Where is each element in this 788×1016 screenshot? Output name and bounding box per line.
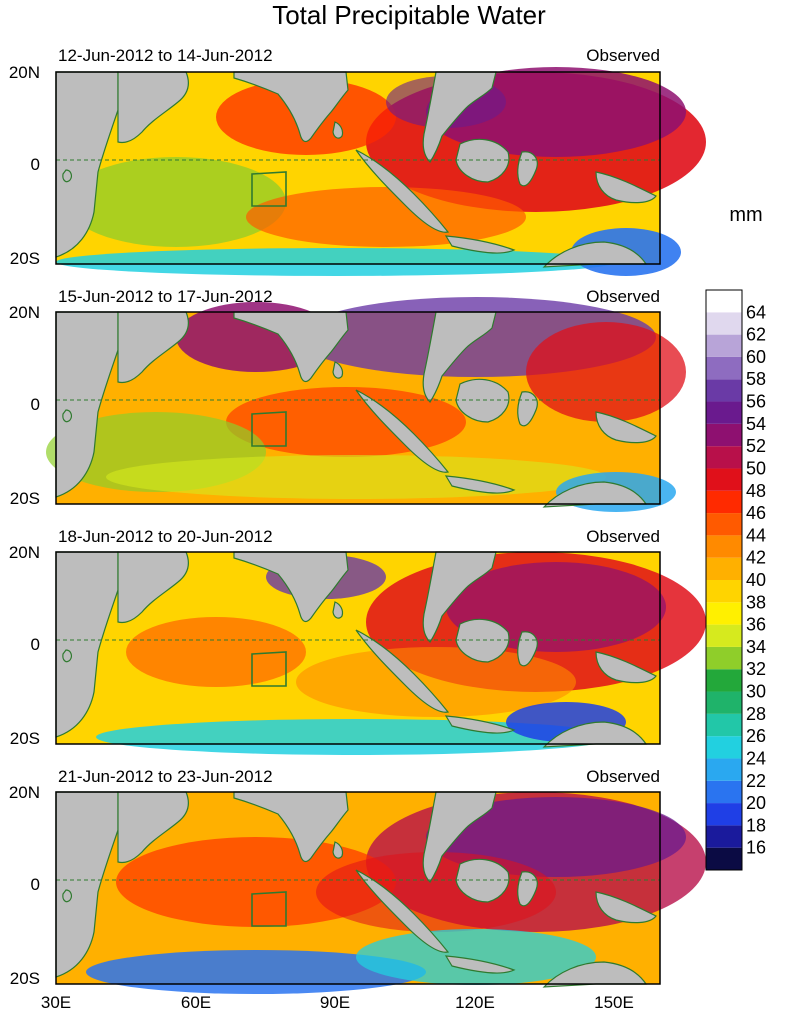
colorbar-swatch — [706, 602, 742, 625]
colorbar-swatch — [706, 758, 742, 781]
colorbar-label: 46 — [746, 503, 766, 523]
colorbar-swatch — [706, 446, 742, 469]
colorbar-label: 48 — [746, 481, 766, 501]
colorbar-swatch — [706, 713, 742, 737]
panel-3-ytick-20n: 20N — [9, 543, 40, 562]
colorbar-label: 44 — [746, 525, 766, 545]
colorbar-label: 26 — [746, 726, 766, 746]
colorbar-swatch — [706, 290, 742, 313]
panel-3-label: Observed — [586, 527, 660, 546]
colorbar-label: 30 — [746, 682, 766, 702]
colorbar-swatch — [706, 535, 742, 558]
colorbar-swatch — [706, 401, 742, 424]
colorbar-label: 42 — [746, 548, 766, 568]
colorbar-label: 64 — [746, 302, 766, 322]
panel-2-dates: 15-Jun-2012 to 17-Jun-2012 — [58, 287, 273, 306]
colorbar-swatch — [706, 780, 742, 804]
colorbar-label: 18 — [746, 815, 766, 835]
panel-1-ytick-0: 0 — [31, 155, 40, 174]
map-panel-1 — [55, 67, 706, 276]
xtick-30e: 30E — [41, 993, 71, 1012]
colorbar-label: 38 — [746, 592, 766, 612]
panel-2-ytick-0: 0 — [31, 395, 40, 414]
xtick-90e: 90E — [320, 993, 350, 1012]
colorbar-swatch — [706, 468, 742, 491]
colorbar-label: 16 — [746, 838, 766, 858]
colorbar-swatch — [706, 334, 742, 357]
panel-2-ytick-20n: 20N — [9, 303, 40, 322]
colorbar-swatch — [706, 736, 742, 759]
colorbar-swatch — [706, 379, 742, 402]
colorbar-label: 52 — [746, 436, 766, 456]
panel-1-dates: 12-Jun-2012 to 14-Jun-2012 — [58, 46, 273, 65]
colorbar-swatch — [706, 580, 742, 603]
xtick-60e: 60E — [181, 993, 211, 1012]
panel-4-label: Observed — [586, 767, 660, 786]
colorbar-label: 32 — [746, 659, 766, 679]
panel-1-ytick-20n: 20N — [9, 63, 40, 82]
panel-1-label: Observed — [586, 46, 660, 65]
panel-4-ytick-20n: 20N — [9, 783, 40, 802]
panel-3-ytick-20s: 20S — [10, 729, 40, 748]
colorbar — [705, 289, 743, 871]
colorbar-label: 36 — [746, 615, 766, 635]
xtick-150e: 150E — [594, 993, 634, 1012]
colorbar-label: 34 — [746, 637, 766, 657]
colorbar-label: 62 — [746, 325, 766, 345]
colorbar-units: mm — [729, 204, 762, 226]
colorbar-swatch — [706, 356, 742, 380]
map-panel-3 — [55, 551, 706, 755]
colorbar-label: 28 — [746, 704, 766, 724]
colorbar-label: 40 — [746, 570, 766, 590]
map-panel-2 — [46, 297, 686, 512]
panel-1-ytick-20s: 20S — [10, 249, 40, 268]
colorbar-swatch — [706, 825, 742, 848]
colorbar-swatch — [706, 557, 742, 580]
panel-4-ytick-0: 0 — [31, 875, 40, 894]
colorbar-label: 58 — [746, 369, 766, 389]
map-panel-4 — [55, 791, 706, 994]
colorbar-swatch — [706, 803, 742, 826]
colorbar-swatch — [706, 691, 742, 714]
colorbar-swatch — [706, 312, 742, 335]
colorbar-frame — [705, 289, 743, 871]
colorbar-label: 50 — [746, 458, 766, 478]
colorbar-swatch — [706, 513, 742, 536]
panel-4-ytick-20s: 20S — [10, 969, 40, 988]
colorbar-label: 56 — [746, 392, 766, 412]
colorbar-swatch — [706, 847, 742, 870]
panel-3-ytick-0: 0 — [31, 635, 40, 654]
colorbar-label: 24 — [746, 748, 766, 768]
panel-2-label: Observed — [586, 287, 660, 306]
colorbar-swatch — [706, 624, 742, 647]
xtick-120e: 120E — [455, 993, 495, 1012]
colorbar-swatch — [706, 669, 742, 692]
colorbar-label: 60 — [746, 347, 766, 367]
panel-3-dates: 18-Jun-2012 to 20-Jun-2012 — [58, 527, 273, 546]
colorbar-label: 20 — [746, 793, 766, 813]
colorbar-label: 22 — [746, 771, 766, 791]
colorbar-label: 54 — [746, 414, 766, 434]
colorbar-swatch — [706, 490, 742, 514]
chart-title: Total Precipitable Water — [272, 0, 546, 30]
colorbar-swatch — [706, 646, 742, 670]
panel-2-ytick-20s: 20S — [10, 489, 40, 508]
panel-4-dates: 21-Jun-2012 to 23-Jun-2012 — [58, 767, 273, 786]
colorbar-swatch — [706, 423, 742, 447]
